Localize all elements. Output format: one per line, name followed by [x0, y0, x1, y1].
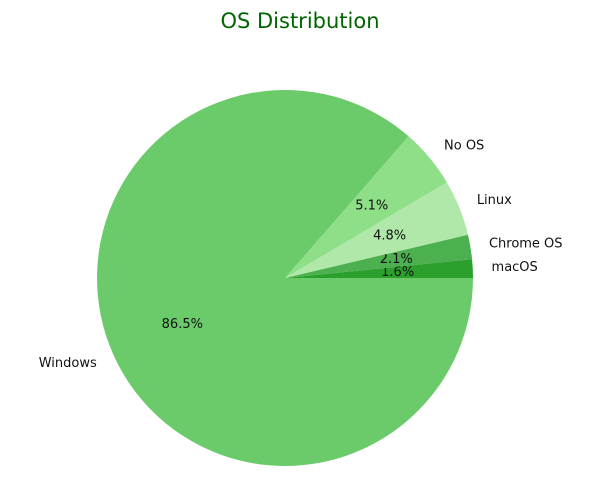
- pie-slice-macos: [285, 259, 473, 278]
- slice-label-no-os: No OS: [444, 138, 484, 153]
- slice-label-linux: Linux: [477, 193, 512, 208]
- slice-label-chrome-os: Chrome OS: [489, 236, 563, 251]
- pie-slice-chrome-os: [285, 234, 473, 278]
- chart-title: OS Distribution: [220, 9, 380, 33]
- slice-percent-no-os: 5.1%: [355, 198, 388, 213]
- pie-slice-linux: [285, 182, 468, 278]
- slice-percent-linux: 4.8%: [373, 228, 406, 243]
- pie-slice-no-os: [285, 136, 447, 278]
- pie-slice-windows: [96, 90, 473, 467]
- slice-label-windows: Windows: [39, 356, 97, 371]
- slice-percent-windows: 86.5%: [162, 317, 203, 332]
- slice-label-macos: macOS: [492, 260, 538, 275]
- slice-percent-macos: 1.6%: [381, 265, 414, 280]
- slice-percent-chrome-os: 2.1%: [380, 252, 413, 267]
